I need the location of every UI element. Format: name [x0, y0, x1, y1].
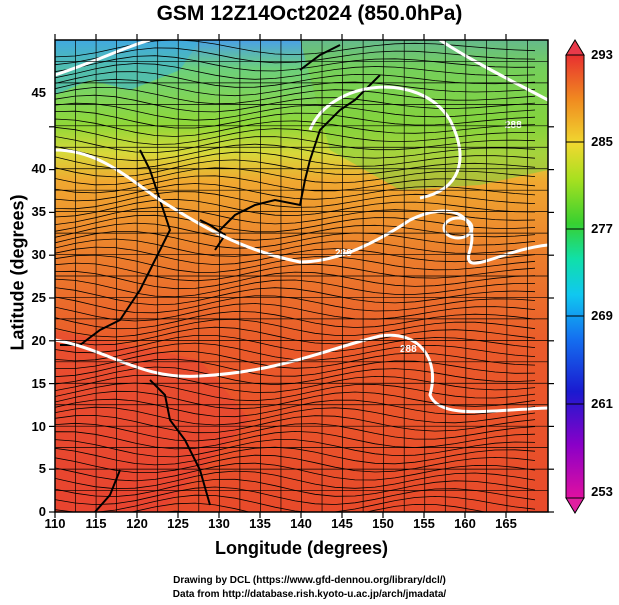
- colorbar-label: 261: [591, 396, 613, 411]
- y-tick-label: 20: [31, 333, 46, 348]
- colorbar-top-arrow: [565, 39, 585, 56]
- y-tick-label: 40: [31, 161, 46, 176]
- y-axis-label: Latitude (degrees): [7, 194, 28, 351]
- colorbar-label: 277: [591, 221, 613, 236]
- footer-credit: Drawing by DCL (https://www.gfd-dennou.o…: [173, 575, 446, 586]
- wind-streamlines: [55, 40, 536, 512]
- x-tick-label: 150: [372, 516, 394, 531]
- x-tick-label: 140: [290, 516, 312, 531]
- x-tick-label: 160: [454, 516, 476, 531]
- x-tick-label: 145: [331, 516, 353, 531]
- y-tick-label: 25: [31, 290, 46, 305]
- map-title: GSM 12Z14Oct2024 (850.0hPa): [156, 2, 463, 25]
- y-tick-label: 30: [31, 247, 46, 262]
- x-tick-label: 120: [126, 516, 148, 531]
- x-tick-label: 130: [208, 516, 230, 531]
- colorbar: [565, 39, 585, 514]
- colorbar-label: 253: [591, 484, 613, 499]
- contour-label: 288: [400, 344, 417, 355]
- y-tick-label: 10: [31, 419, 46, 434]
- latlon-grid: [55, 40, 548, 512]
- y-tick-label: 35: [31, 204, 46, 219]
- colorbar-label: 269: [591, 308, 613, 323]
- colorbar-label: 293: [591, 47, 613, 62]
- y-tick-label: 5: [38, 461, 46, 476]
- x-tick-label: 165: [495, 516, 517, 531]
- x-axis-label: Longitude (degrees): [214, 538, 388, 558]
- isotherm-contours: [55, 40, 548, 414]
- coastlines: [60, 44, 381, 512]
- x-tick-label: 155: [413, 516, 435, 531]
- colorbar-label: 285: [591, 134, 613, 149]
- footer-source: Data from http://database.rish.kyoto-u.a…: [172, 589, 447, 600]
- y-tick-label: 15: [31, 376, 46, 391]
- x-tick-label: 110: [44, 516, 66, 531]
- x-tick-label: 125: [167, 516, 189, 531]
- x-tick-label: 135: [249, 516, 271, 531]
- contour-label: 288: [335, 248, 352, 259]
- axis-ticks: [49, 34, 554, 518]
- y-tick-label: 0: [38, 504, 46, 519]
- colorbar-bottom-arrow: [565, 497, 585, 514]
- x-tick-label: 115: [85, 516, 107, 531]
- y-tick-label: 45: [31, 85, 46, 100]
